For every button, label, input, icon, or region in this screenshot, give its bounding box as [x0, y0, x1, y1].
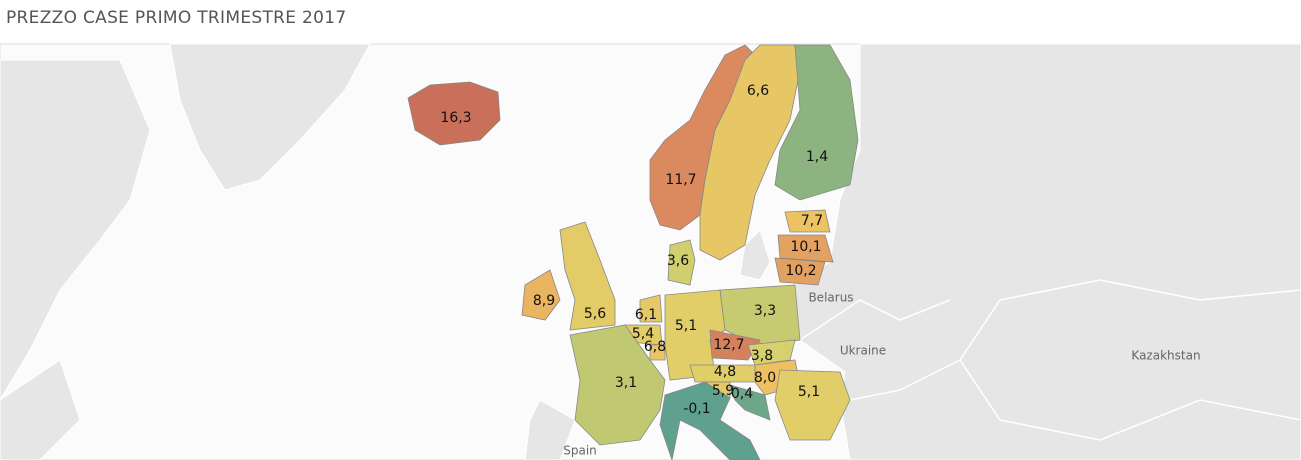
region [569, 324, 666, 446]
region [774, 369, 851, 441]
value-label: 10,2 [785, 263, 816, 279]
value-label: 8,0 [754, 370, 776, 386]
value-label: 11,7 [665, 172, 696, 188]
region [667, 239, 696, 286]
value-label: 12,7 [713, 337, 744, 353]
value-label: 3,8 [751, 348, 773, 364]
place-label: Spain [563, 444, 597, 458]
region [699, 44, 799, 261]
value-label: 0,4 [731, 386, 753, 402]
value-label: 7,7 [801, 213, 823, 229]
value-label: 6,1 [635, 307, 657, 323]
region [659, 381, 761, 460]
region [774, 257, 826, 286]
value-label: 8,9 [533, 293, 555, 309]
value-label: 5,1 [675, 318, 697, 334]
value-label: 3,3 [754, 303, 776, 319]
region [729, 384, 771, 421]
region [521, 269, 561, 321]
value-label: 10,1 [790, 239, 821, 255]
place-label: Ukraine [840, 344, 886, 358]
value-label: 6,8 [644, 339, 666, 355]
value-label: 5,9 [712, 383, 734, 399]
region [559, 221, 616, 331]
value-label: 5,4 [632, 326, 654, 342]
value-label: 5,1 [798, 384, 820, 400]
value-label: 4,8 [714, 364, 736, 380]
value-label: 6,6 [747, 83, 769, 99]
borders [799, 279, 1301, 441]
value-label: 5,6 [584, 306, 606, 322]
value-label: -0,1 [683, 401, 710, 417]
region [639, 294, 663, 323]
region [747, 339, 796, 366]
place-label: Belarus [808, 291, 853, 305]
region [407, 81, 501, 146]
region [784, 209, 831, 233]
map-title: PREZZO CASE PRIMO TRIMESTRE 2017 [6, 8, 347, 28]
basemap [0, 43, 1301, 460]
region [649, 344, 666, 361]
region [774, 44, 859, 201]
region [709, 329, 761, 361]
value-label: 16,3 [440, 110, 471, 126]
place-label: Kazakhstan [1131, 349, 1200, 363]
value-label: 3,1 [615, 375, 637, 391]
value-label: 1,4 [806, 149, 828, 165]
value-label: 3,6 [667, 253, 689, 269]
region [777, 234, 834, 263]
